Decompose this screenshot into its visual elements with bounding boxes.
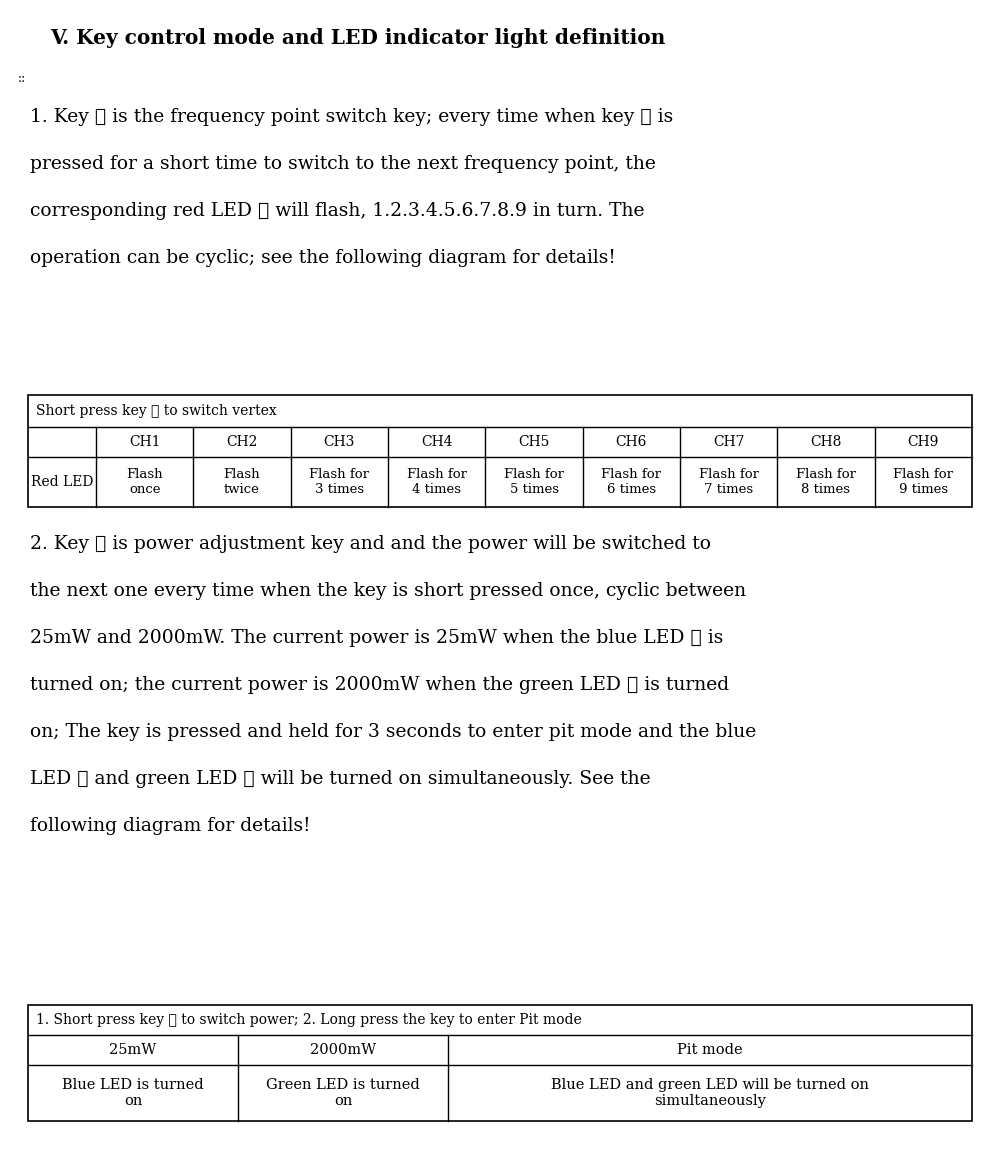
Text: 1. Key ⓔ is the frequency point switch key; every time when key ⓔ is: 1. Key ⓔ is the frequency point switch k… (30, 108, 673, 126)
Text: CH6: CH6 (616, 435, 647, 449)
Text: Green LED is turned
on: Green LED is turned on (266, 1078, 420, 1108)
Bar (28, 395, 972, 506)
Text: Pit mode: Pit mode (677, 1043, 743, 1057)
Text: Flash for
5 times: Flash for 5 times (504, 468, 564, 496)
Text: Flash for
6 times: Flash for 6 times (601, 468, 661, 496)
Text: Blue LED is turned
on: Blue LED is turned on (62, 1078, 204, 1108)
Text: Flash for
8 times: Flash for 8 times (796, 468, 856, 496)
Text: Flash for
4 times: Flash for 4 times (407, 468, 467, 496)
Text: corresponding red LED ① will flash, 1.2.3.4.5.6.7.8.9 in turn. The: corresponding red LED ① will flash, 1.2.… (30, 202, 644, 220)
Text: Red LED: Red LED (31, 475, 93, 489)
Text: Flash for
7 times: Flash for 7 times (699, 468, 759, 496)
Text: Short press key ⓔ to switch vertex: Short press key ⓔ to switch vertex (36, 404, 277, 418)
Text: the next one every time when the key is short pressed once, cyclic between: the next one every time when the key is … (30, 582, 746, 600)
Text: turned on; the current power is 2000mW when the green LED ③ is turned: turned on; the current power is 2000mW w… (30, 676, 729, 694)
Text: CH9: CH9 (908, 435, 939, 449)
Text: Flash
twice: Flash twice (224, 468, 260, 496)
Text: LED ② and green LED ③ will be turned on simultaneously. See the: LED ② and green LED ③ will be turned on … (30, 770, 651, 788)
Text: 2000mW: 2000mW (310, 1043, 376, 1057)
Text: 25mW and 2000mW. The current power is 25mW when the blue LED ② is: 25mW and 2000mW. The current power is 25… (30, 629, 723, 647)
Text: CH1: CH1 (129, 435, 160, 449)
Bar (28, 1005, 972, 1121)
Text: pressed for a short time to switch to the next frequency point, the: pressed for a short time to switch to th… (30, 155, 656, 173)
Text: Flash
once: Flash once (126, 468, 163, 496)
Text: V. Key control mode and LED indicator light definition: V. Key control mode and LED indicator li… (50, 28, 665, 48)
Text: CH8: CH8 (810, 435, 842, 449)
Text: ::: :: (18, 72, 26, 85)
Text: 2. Key ⓕ is power adjustment key and and the power will be switched to: 2. Key ⓕ is power adjustment key and and… (30, 535, 711, 553)
Text: CH4: CH4 (421, 435, 452, 449)
Text: operation can be cyclic; see the following diagram for details!: operation can be cyclic; see the followi… (30, 249, 616, 267)
Text: 1. Short press key ⓕ to switch power; 2. Long press the key to enter Pit mode: 1. Short press key ⓕ to switch power; 2.… (36, 1013, 582, 1027)
Text: on; The key is pressed and held for 3 seconds to enter pit mode and the blue: on; The key is pressed and held for 3 se… (30, 723, 756, 741)
Text: Flash for
9 times: Flash for 9 times (893, 468, 953, 496)
Text: Blue LED and green LED will be turned on
simultaneously: Blue LED and green LED will be turned on… (551, 1078, 869, 1108)
Text: CH3: CH3 (324, 435, 355, 449)
Text: Flash for
3 times: Flash for 3 times (309, 468, 369, 496)
Text: CH7: CH7 (713, 435, 744, 449)
Text: CH2: CH2 (226, 435, 258, 449)
Text: following diagram for details!: following diagram for details! (30, 817, 310, 834)
Text: 25mW: 25mW (109, 1043, 157, 1057)
Text: CH5: CH5 (518, 435, 550, 449)
